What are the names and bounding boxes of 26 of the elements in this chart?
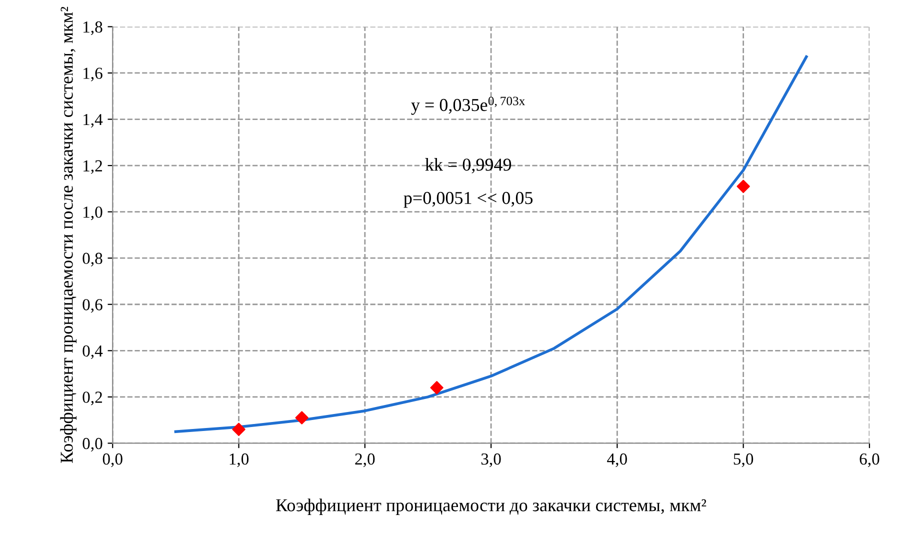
y-tick-label: 0,2 [82,392,102,406]
x-tick-label: 6,0 [860,453,880,468]
point [430,381,444,394]
y-tick-label: 0,0 [82,438,102,452]
y-axis-title: Коэффициент проницаемости после закачки системы, мкм² [60,6,77,463]
x-tick-label: 4,0 [607,453,627,468]
y-tick-label: 1,0 [84,206,102,220]
annotation: kk = 0,9949 [425,158,512,174]
y-tick-label: 0,8 [82,252,102,266]
x-tick-label: 0,0 [102,453,122,468]
x-tick-label: 5,0 [734,453,754,468]
x-tick-label: 3,0 [481,453,501,468]
y-tick-label: 0,6 [82,299,102,313]
annotation: p=0,0051 << 0,05 [404,192,533,208]
y-tick-label: 1,6 [84,68,102,82]
x-axis-title: Коэффициент проницаемости до закачки системы, мкм² [276,498,706,515]
annotation: y = 0,035e$^{0,703x}$ [411,96,526,115]
y-tick-label: 1,2 [84,160,102,174]
x-tick-label: 1,0 [230,453,249,468]
y-tick-label: 0,4 [82,345,103,360]
point [232,422,246,436]
y-tick-label: 1,4 [84,114,103,128]
x-tick-label: 2,0 [355,453,375,468]
y-tick-label: 1,8 [84,21,102,36]
point [736,180,750,193]
point [295,411,308,424]
